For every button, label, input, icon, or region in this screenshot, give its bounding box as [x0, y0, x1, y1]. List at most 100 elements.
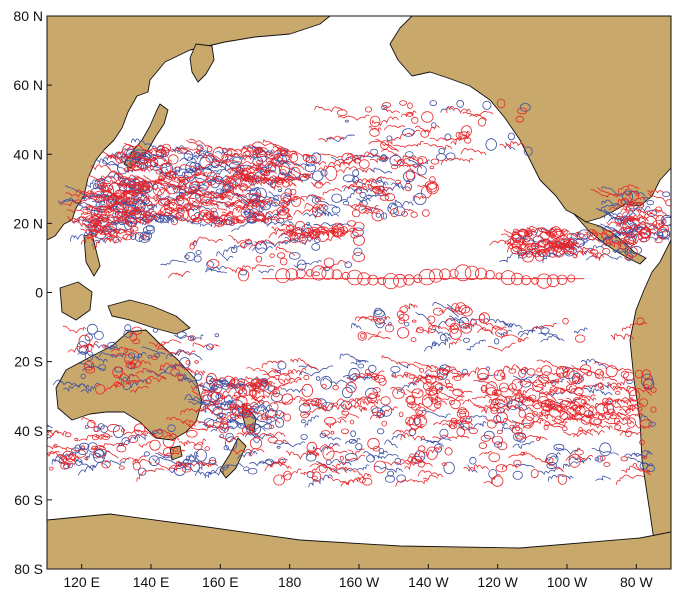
cyclonic-eddy-track — [347, 374, 380, 383]
cyclonic-eddy-track — [586, 229, 598, 241]
anticyclonic-eddy-track — [79, 442, 90, 450]
cyclonic-eddy-track — [268, 228, 296, 239]
anticyclonic-eddy-track — [432, 341, 437, 347]
cyclonic-eddy-track — [208, 459, 217, 466]
anticyclonic-eddy-track — [124, 324, 132, 332]
cyclonic-eddy-track — [471, 394, 492, 400]
cyclonic-eddy-track — [72, 195, 107, 203]
anticyclonic-eddy-track — [458, 415, 488, 424]
cyclonic-eddy-track — [546, 236, 573, 245]
cyclonic-eddy-track — [168, 175, 193, 188]
cyclonic-eddy-track — [593, 361, 632, 372]
cyclonic-eddy-track — [536, 359, 564, 371]
cyclonic-eddy-track — [252, 150, 257, 155]
cyclonic-eddy-track — [620, 370, 629, 379]
anticyclonic-eddy-track — [376, 428, 385, 435]
equatorial-eddy-loop — [393, 273, 407, 288]
cyclonic-eddy-track — [238, 381, 266, 395]
cyclonic-eddy-track — [644, 216, 657, 231]
cyclonic-eddy-track — [286, 449, 319, 460]
cyclonic-eddy-track — [116, 445, 127, 453]
cyclonic-eddy-track — [392, 426, 423, 435]
anticyclonic-eddy-track — [216, 251, 234, 262]
anticyclonic-eddy-track — [52, 379, 86, 388]
equatorial-eddy-loop — [500, 270, 516, 286]
cyclonic-eddy-track — [369, 128, 380, 137]
cyclonic-eddy-track — [512, 228, 519, 234]
cyclonic-eddy-track — [524, 381, 544, 388]
anticyclonic-eddy-track — [540, 327, 550, 334]
cyclonic-eddy-track — [277, 211, 290, 220]
cyclonic-eddy-track — [132, 338, 141, 345]
anticyclonic-eddy-track — [304, 415, 320, 428]
cyclonic-eddy-track — [391, 164, 399, 170]
equatorial-eddy-loop — [495, 272, 503, 280]
cyclonic-eddy-track — [625, 208, 642, 214]
cyclonic-eddy-track — [210, 378, 216, 382]
cyclonic-eddy-track — [332, 402, 338, 407]
cyclonic-eddy-track — [496, 365, 511, 376]
anticyclonic-eddy-track — [70, 231, 95, 242]
cyclonic-eddy-track — [271, 153, 295, 160]
anticyclonic-eddy-track — [142, 225, 155, 235]
anticyclonic-eddy-track — [661, 229, 671, 240]
cyclonic-eddy-track — [425, 379, 432, 384]
cyclonic-eddy-track — [121, 175, 147, 185]
cyclonic-eddy-track — [102, 151, 124, 161]
cyclonic-eddy-track — [123, 429, 157, 439]
cyclonic-eddy-track — [417, 410, 423, 415]
cyclonic-eddy-track — [344, 466, 372, 480]
cyclonic-eddy-track — [195, 172, 207, 184]
cyclonic-eddy-track — [124, 348, 129, 353]
cyclonic-eddy-track — [47, 429, 60, 437]
cyclonic-eddy-track — [148, 148, 168, 158]
anticyclonic-eddy-track — [469, 456, 477, 465]
anticyclonic-eddy-track — [391, 372, 397, 378]
cyclonic-eddy-track — [399, 306, 408, 314]
cyclonic-eddy-track — [306, 441, 318, 454]
cyclonic-eddy-track — [537, 396, 550, 408]
cyclonic-eddy-track — [239, 144, 258, 152]
anticyclonic-eddy-track — [493, 338, 500, 345]
borneo — [59, 281, 93, 321]
cyclonic-eddy-track — [288, 230, 297, 237]
cyclonic-eddy-track — [419, 368, 425, 373]
cyclonic-eddy-track — [260, 177, 296, 186]
cyclonic-eddy-track — [161, 143, 171, 153]
cyclonic-eddy-track — [406, 422, 424, 429]
cyclonic-eddy-track — [603, 461, 611, 467]
anticyclonic-eddy-track — [308, 474, 334, 488]
anticyclonic-eddy-track — [404, 321, 410, 327]
anticyclonic-eddy-track — [184, 393, 210, 407]
cyclonic-eddy-track — [101, 433, 111, 440]
cyclonic-eddy-track — [565, 454, 594, 462]
anticyclonic-eddy-track — [98, 352, 127, 359]
cyclonic-eddy-track — [648, 224, 659, 234]
anticyclonic-eddy-track — [160, 259, 187, 266]
cyclonic-eddy-track — [522, 416, 534, 429]
cyclonic-eddy-track — [479, 451, 493, 456]
cyclonic-eddy-track — [210, 207, 217, 213]
anticyclonic-eddy-track — [277, 189, 282, 193]
cyclonic-eddy-track — [495, 411, 508, 424]
cyclonic-eddy-track — [543, 413, 579, 424]
cyclonic-eddy-track — [100, 175, 131, 188]
anticyclonic-eddy-track — [179, 357, 191, 369]
cyclonic-eddy-track — [146, 375, 166, 383]
anticyclonic-eddy-track — [443, 461, 455, 475]
cyclonic-eddy-track — [358, 205, 368, 214]
cyclonic-eddy-track — [166, 416, 196, 430]
cyclonic-eddy-track — [96, 178, 106, 187]
cyclonic-eddy-track — [478, 312, 490, 324]
cyclonic-eddy-track — [265, 157, 274, 164]
cyclonic-eddy-track — [290, 357, 319, 372]
cyclonic-eddy-track — [251, 141, 285, 149]
cyclonic-eddy-track — [154, 147, 190, 155]
anticyclonic-eddy-track — [368, 364, 377, 373]
anticyclonic-eddy-track — [86, 450, 111, 461]
cyclonic-eddy-track — [181, 466, 192, 473]
cyclonic-eddy-track — [177, 195, 184, 202]
cyclonic-eddy-track — [187, 424, 206, 431]
anticyclonic-eddy-track — [298, 403, 311, 414]
cyclonic-eddy-track — [237, 268, 250, 282]
